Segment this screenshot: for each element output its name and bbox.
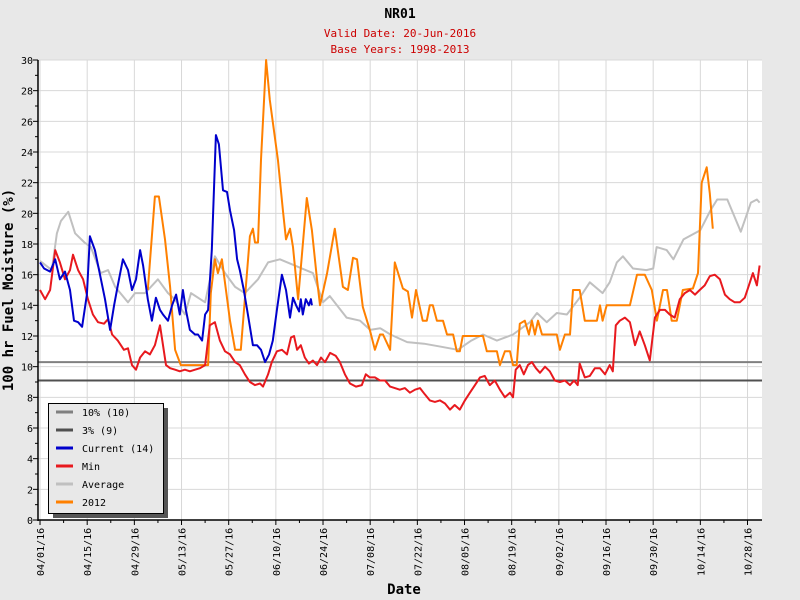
x-tick-label: 04/01/16 <box>36 528 47 576</box>
chart-title: NR01 <box>384 7 415 22</box>
y-axis-label: 100 hr Fuel Moisture (%) <box>1 189 17 391</box>
y-tick-label: 26 <box>21 117 33 128</box>
x-tick-label: 09/02/16 <box>555 528 566 576</box>
x-tick-label: 05/13/16 <box>178 528 189 576</box>
y-tick-label: 18 <box>21 240 33 251</box>
x-tick-label: 04/15/16 <box>83 528 94 576</box>
x-tick-label: 04/29/16 <box>130 528 141 576</box>
legend-label: 3% (9) <box>82 426 118 437</box>
y-tick-label: 2 <box>27 485 33 496</box>
x-tick-label: 08/19/16 <box>508 528 519 576</box>
x-axis-label: Date <box>387 582 421 598</box>
y-tick-label: 6 <box>27 424 33 435</box>
y-tick-label: 14 <box>21 301 33 312</box>
x-tick-label: 06/10/16 <box>272 528 283 576</box>
series-line-2012 <box>146 59 714 367</box>
y-tick-label: 8 <box>27 393 33 404</box>
legend-label: 2012 <box>82 498 106 509</box>
y-tick-label: 16 <box>21 271 33 282</box>
y-tick-label: 22 <box>21 179 33 190</box>
y-tick-label: 12 <box>21 332 33 343</box>
y-tick-label: 4 <box>27 455 33 466</box>
y-tick-label: 0 <box>27 516 33 527</box>
x-tick-label: 09/16/16 <box>602 528 613 576</box>
series-line-min <box>39 249 761 411</box>
series-line-current-14 <box>39 134 313 364</box>
legend-label: Min <box>82 462 100 473</box>
x-tick-label: 07/08/16 <box>366 528 377 576</box>
y-tick-label: 24 <box>21 148 33 159</box>
y-tick-label: 20 <box>21 209 33 220</box>
y-tick-label: 28 <box>21 87 33 98</box>
legend-label: 10% (10) <box>82 408 130 419</box>
legend-label: Average <box>82 480 124 491</box>
x-tick-label: 06/24/16 <box>319 528 330 576</box>
legend-box <box>48 403 164 514</box>
chart-subtitle-base-years: Base Years: 1998-2013 <box>330 43 469 56</box>
x-tick-label: 10/28/16 <box>744 528 755 576</box>
series-group <box>39 59 761 411</box>
legend-label: Current (14) <box>82 444 154 455</box>
x-tick-label: 09/30/16 <box>649 528 660 576</box>
x-tick-label: 10/14/16 <box>696 528 707 576</box>
x-tick-label: 07/22/16 <box>413 528 424 576</box>
y-tick-label: 10 <box>21 363 33 374</box>
y-tick-label: 30 <box>21 56 33 67</box>
reference-lines <box>38 361 762 382</box>
x-tick-label: 08/05/16 <box>461 528 472 576</box>
legend: 10% (10) 3% (9) Current (14) Min Average 2012 <box>48 403 168 518</box>
chart-subtitle-valid-date: Valid Date: 20-Jun-2016 <box>324 27 476 40</box>
x-tick-label: 05/27/16 <box>225 528 236 576</box>
